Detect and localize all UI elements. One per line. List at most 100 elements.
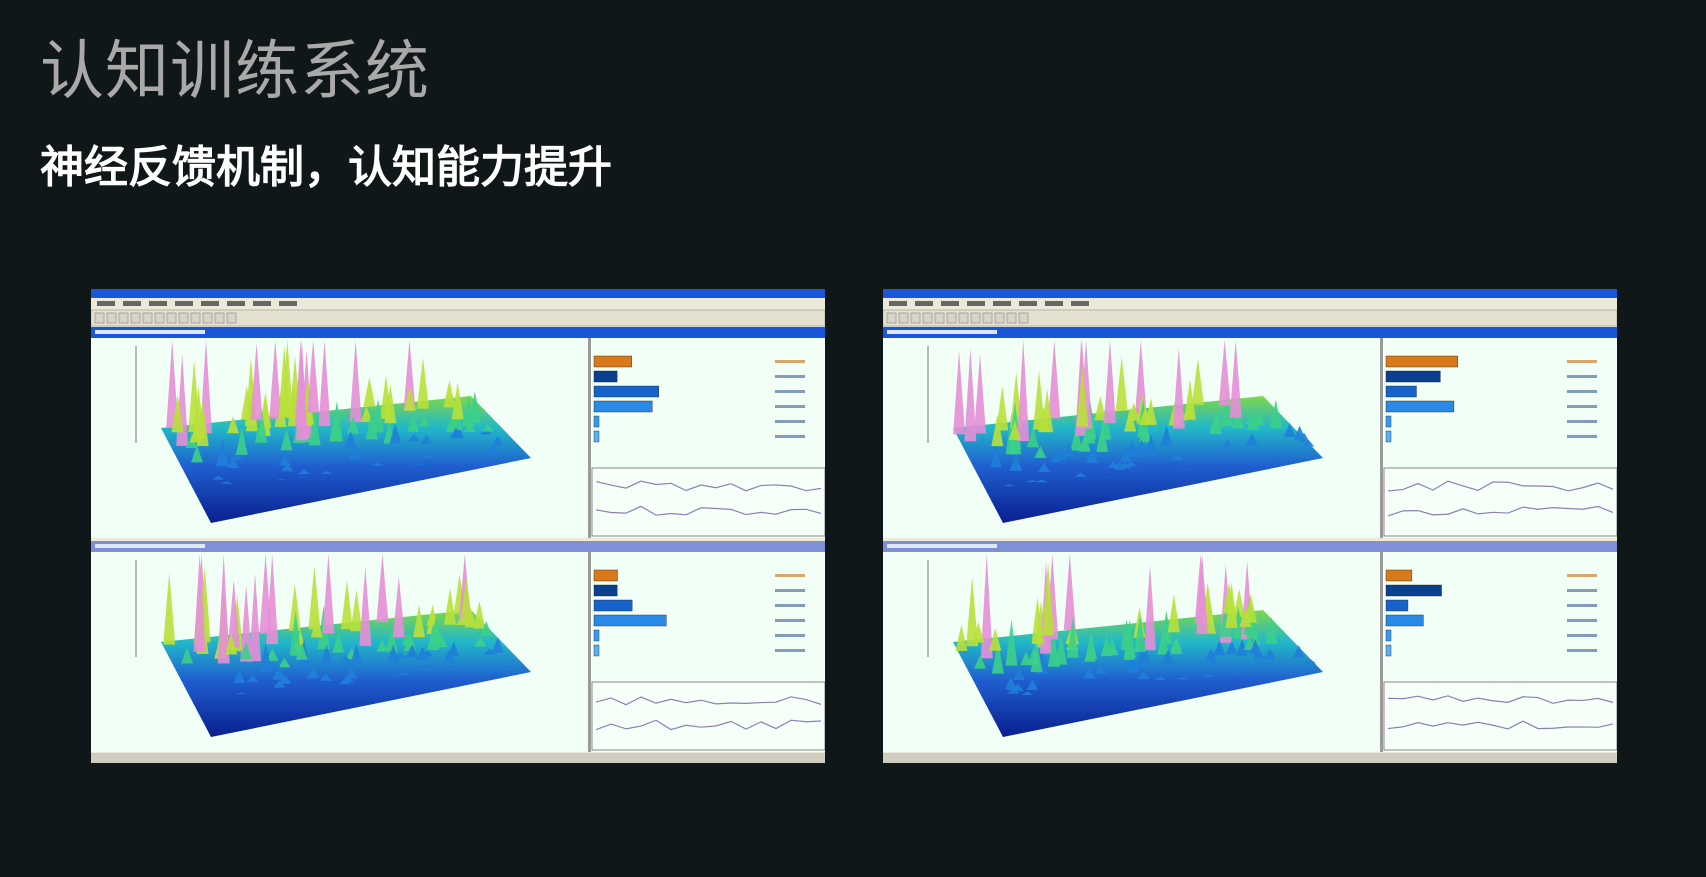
spectrum-spike: [360, 406, 373, 422]
spectrum-spike: [1304, 659, 1317, 664]
spectrum-spike: [1302, 439, 1315, 447]
spectrum-spike: [295, 340, 308, 441]
spectrum-spike: [1083, 667, 1096, 679]
band-label: [775, 619, 805, 622]
spectrum-spike: [340, 580, 353, 630]
toolbar: [91, 309, 825, 327]
trend-line: [595, 696, 822, 706]
spectrum-spike: [480, 621, 493, 637]
spectrum-spike: [444, 587, 457, 625]
spectrum-spike: [481, 424, 494, 432]
spectrum-spike: [272, 664, 285, 680]
spectrum-spike: [1096, 424, 1109, 452]
spectrum-spike: [363, 377, 376, 407]
band-bar: [1385, 355, 1458, 368]
band-label: [775, 589, 805, 592]
band-bar: [593, 569, 618, 582]
spectrum-spike: [435, 673, 448, 675]
toolbar-button: [1006, 312, 1017, 324]
spectrum-spike: [341, 675, 354, 683]
spectrum-spike: [1269, 399, 1282, 429]
spectrum-spike: [1007, 684, 1020, 691]
spectrum-spike: [289, 610, 302, 656]
spectrum-spike: [1003, 484, 1016, 487]
band-label: [775, 435, 805, 438]
menu-bar: [91, 298, 825, 310]
spectrum-spike: [1213, 640, 1226, 656]
spectrum-spike: [1031, 597, 1044, 644]
spectrum-spike: [1086, 444, 1099, 463]
band-bar: [1385, 614, 1424, 627]
title-bar: [91, 289, 825, 298]
spectrum-spike: [322, 554, 335, 634]
spectrum-spike: [1253, 661, 1266, 666]
spectrum-spike: [259, 642, 272, 672]
band-label: [1567, 390, 1597, 393]
spectrum-spike: [1207, 660, 1220, 666]
spectrum-spike: [1134, 615, 1147, 652]
spectrum-spike: [1167, 593, 1180, 633]
spectrum-spike: [280, 429, 293, 451]
spectrum-spike: [387, 644, 400, 663]
spectrum-spike: [1017, 340, 1030, 442]
spectrum-spike: [310, 617, 323, 638]
spectrum-spike: [225, 633, 238, 655]
band-bar: [1385, 584, 1442, 597]
spectrum-spike: [445, 424, 458, 433]
trend-line: [595, 719, 822, 731]
spectrum-spike: [443, 650, 456, 663]
spectrum-spike: [1218, 340, 1231, 406]
spectrum-spike: [1125, 661, 1138, 669]
spectrum-spike: [1292, 645, 1305, 658]
spectrum-spike: [1103, 340, 1116, 424]
spectrum-spike: [1030, 641, 1043, 673]
spectrum-spike: [246, 675, 259, 682]
spectrum-spike: [1025, 479, 1038, 482]
spectrum-spike: [250, 342, 263, 421]
trend-line: [595, 505, 822, 516]
spectrum-spike: [1134, 340, 1147, 418]
spectrum-spike: [473, 601, 486, 629]
spectrum-spike: [1094, 396, 1107, 421]
spectrum-spike: [1063, 554, 1076, 631]
spectrum-spike: [1119, 444, 1132, 462]
software-screenshot: [91, 289, 825, 763]
spectrum-spike: [189, 425, 202, 443]
menu-item: [279, 301, 297, 306]
panel-header-label: [95, 544, 205, 548]
spectrum-spike: [350, 590, 363, 632]
spectrum-spike: [487, 444, 500, 452]
spectrum-spike: [1233, 589, 1246, 618]
menu-item: [889, 301, 907, 306]
spectrum-spike: [318, 340, 331, 427]
spectrum-spike: [1202, 674, 1215, 678]
spectrum-spike: [392, 576, 405, 638]
toolbar-button: [898, 312, 909, 324]
band-bar: [593, 644, 600, 657]
spectrum-spike: [384, 384, 397, 424]
spectrum-spike: [449, 667, 462, 671]
spectrum-spike: [1249, 639, 1262, 655]
spectrum-spike: [481, 453, 494, 455]
spectrum-spike: [229, 447, 242, 461]
spectrum-spike: [1232, 606, 1245, 639]
spectrum-spike: [462, 394, 475, 427]
spectrum-spike: [359, 566, 372, 646]
panel-divider: [1380, 552, 1383, 752]
spectrum-spike: [491, 436, 504, 446]
band-bar: [593, 599, 633, 612]
spectrum-spike: [397, 672, 410, 675]
spectrum-spike: [1007, 688, 1020, 694]
spectrum-spike: [1066, 616, 1079, 658]
spectrum-spike: [1037, 406, 1050, 432]
menu-item: [1045, 301, 1063, 306]
spectrum-spike: [980, 554, 993, 659]
spectrum-spike: [1233, 673, 1246, 675]
spectrum-spike: [345, 667, 358, 679]
spectrum-spike: [1247, 412, 1260, 430]
spectrum-spike: [420, 435, 433, 444]
spectrum-spike: [1076, 366, 1089, 427]
spectrum-spike: [255, 405, 268, 443]
spectrum-spike: [1021, 691, 1034, 695]
spectrum-spike: [1074, 472, 1087, 477]
